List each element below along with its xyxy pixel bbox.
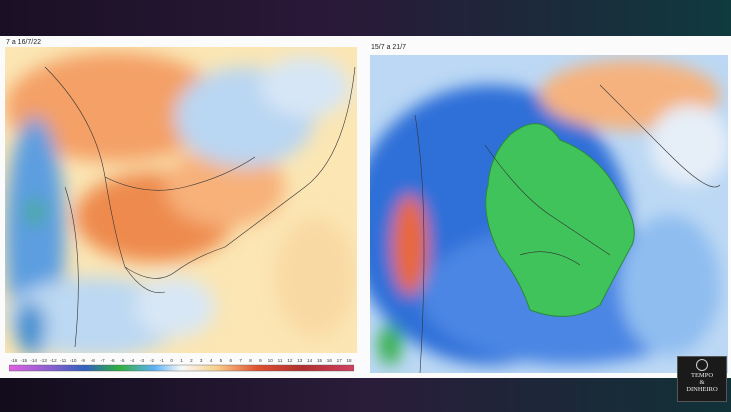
colorbar-label: -1 (160, 358, 165, 363)
right-map-title: 15/7 a 21/7 (371, 44, 407, 51)
colorbar-label: 8 (249, 358, 252, 363)
bottom-bar (0, 378, 731, 412)
colorbar-label: 14 (307, 358, 313, 363)
logo-icon (696, 359, 708, 371)
rain-area (485, 123, 635, 317)
colorbar-label: -4 (130, 358, 135, 363)
logo-line: TEMPO (690, 372, 714, 379)
colorbar-label: 2 (190, 358, 193, 363)
colorbar-label: 10 (268, 358, 274, 363)
colorbar-scale (9, 364, 354, 372)
colorbar-label: -13 (40, 358, 47, 363)
colorbar-label: 4 (210, 358, 213, 363)
colorbar-label: 17 (337, 358, 343, 363)
left-map-fill (5, 47, 357, 353)
colorbar-label: -2 (150, 358, 155, 363)
colorbar-label: -14 (30, 358, 37, 363)
left-map-title: 7 a 16/7/22 (6, 39, 42, 46)
colorbar-label: 5 (220, 358, 223, 363)
logo: TEMPO & DINHEIRO (677, 356, 727, 402)
colorbar-label: 0 (170, 358, 173, 363)
colorbar-label: 9 (259, 358, 262, 363)
colorbar-label: 18 (347, 358, 353, 363)
right-map (370, 55, 728, 373)
colorbar-label: -6 (110, 358, 115, 363)
top-bar (0, 0, 731, 36)
colorbar-label: -11 (60, 358, 67, 363)
colorbar-label: 11 (278, 358, 283, 363)
colorbar-label: 13 (297, 358, 303, 363)
right-map-fill (370, 55, 728, 373)
colorbar: -16 -15 -14 -13 -12 -11 -10 -9 -8 -7 -6 -5 -4 -3 -2 -1 0… (9, 358, 354, 372)
colorbar-label: -12 (50, 358, 57, 363)
colorbar-label: -3 (140, 358, 145, 363)
colorbar-label: -8 (91, 358, 96, 363)
colorbar-label: 6 (230, 358, 233, 363)
colorbar-label: 7 (239, 358, 242, 363)
colorbar-label: -16 (11, 358, 18, 363)
colorbar-label: -10 (70, 358, 77, 363)
logo-line: DINHEIRO (686, 386, 718, 393)
colorbar-label: 15 (317, 358, 323, 363)
colorbar-label: 3 (200, 358, 203, 363)
logo-line: & (699, 379, 705, 386)
colorbar-label: -15 (20, 358, 27, 363)
colorbar-label: 16 (327, 358, 333, 363)
colorbar-label: 1 (180, 358, 183, 363)
colorbar-label: -5 (120, 358, 125, 363)
colorbar-label: -9 (81, 358, 86, 363)
colorbar-label: 12 (287, 358, 293, 363)
colorbar-label: -7 (101, 358, 106, 363)
left-map (5, 47, 357, 353)
